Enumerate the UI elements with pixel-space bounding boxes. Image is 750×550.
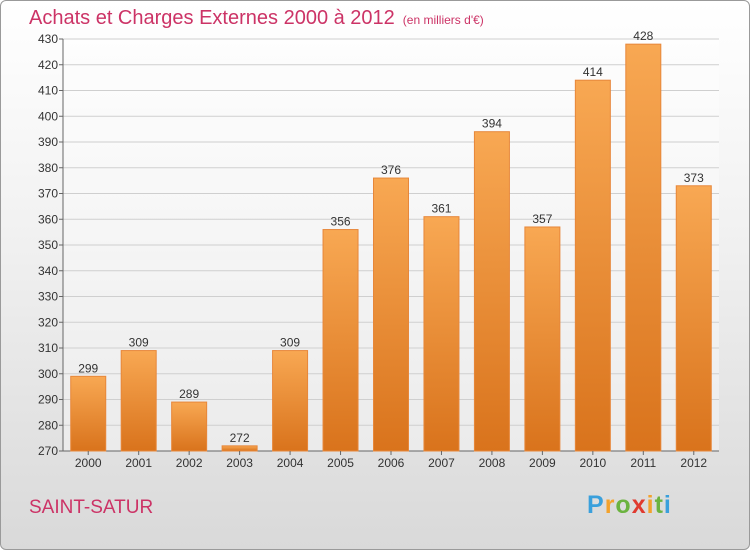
logo-letter: t: [654, 491, 664, 519]
y-tick-label: 400: [38, 109, 58, 123]
x-tick-label: 2003: [226, 456, 253, 470]
x-tick-label: 2011: [630, 456, 656, 470]
logo-letter: i: [663, 491, 672, 519]
y-tick-label: 300: [38, 367, 58, 381]
bar: [524, 226, 561, 452]
bar: [322, 229, 359, 452]
bar: [625, 43, 662, 452]
x-tick-label: 2008: [479, 456, 506, 470]
y-tick-label: 390: [38, 135, 58, 149]
bar: [272, 350, 309, 452]
y-tick-label: 270: [38, 444, 58, 458]
bar: [473, 131, 510, 452]
y-tick-label: 280: [38, 418, 58, 432]
x-tick-label: 2005: [327, 456, 354, 470]
data-label: 373: [684, 171, 704, 185]
proxiti-logo: Proxiti: [587, 491, 672, 520]
logo-letter: P: [587, 491, 605, 519]
x-tick-label: 2000: [75, 456, 102, 470]
x-tick-label: 2007: [428, 456, 455, 470]
bar: [574, 79, 611, 452]
data-label: 357: [532, 212, 552, 226]
logo-letter: i: [646, 491, 655, 519]
bar: [171, 401, 208, 452]
bar: [120, 350, 157, 452]
data-label: 309: [129, 336, 149, 350]
x-tick-label: 2004: [277, 456, 304, 470]
data-label: 356: [331, 215, 351, 229]
logo-letter: x: [631, 491, 647, 519]
data-label: 289: [179, 387, 199, 401]
chart-title: Achats et Charges Externes 2000 à 2012 (e…: [29, 7, 484, 29]
data-label: 361: [431, 202, 451, 216]
y-tick-label: 320: [38, 315, 58, 329]
y-tick-label: 370: [38, 187, 58, 201]
bar: [70, 375, 107, 452]
y-tick-label: 430: [38, 32, 58, 46]
y-tick-label: 380: [38, 161, 58, 175]
y-tick-label: 340: [38, 264, 58, 278]
bar: [221, 445, 258, 452]
y-tick-label: 290: [38, 393, 58, 407]
data-label: 272: [230, 431, 250, 445]
x-tick-label: 2002: [176, 456, 203, 470]
data-label: 309: [280, 336, 300, 350]
x-tick-label: 2010: [579, 456, 606, 470]
commune-name: SAINT-SATUR: [29, 497, 154, 518]
y-tick-label: 360: [38, 212, 58, 226]
y-tick-label: 410: [38, 84, 58, 98]
data-label: 414: [583, 65, 603, 79]
bar: [675, 185, 712, 452]
chart-subtitle: (en milliers d'€): [402, 13, 484, 27]
bar: [423, 216, 460, 452]
data-label: 428: [633, 29, 653, 43]
y-tick-label: 420: [38, 58, 58, 72]
x-tick-label: 2001: [125, 456, 152, 470]
x-tick-label: 2012: [680, 456, 707, 470]
logo-letter: o: [615, 491, 632, 519]
x-tick-label: 2006: [378, 456, 405, 470]
y-tick-label: 350: [38, 238, 58, 252]
bar: [373, 177, 409, 452]
data-label: 299: [78, 361, 98, 375]
data-label: 376: [381, 163, 401, 177]
x-tick-label: 2009: [529, 456, 556, 470]
y-tick-label: 330: [38, 290, 58, 304]
y-tick-label: 310: [38, 341, 58, 355]
data-label: 394: [482, 117, 502, 131]
logo-letter: r: [604, 491, 616, 519]
